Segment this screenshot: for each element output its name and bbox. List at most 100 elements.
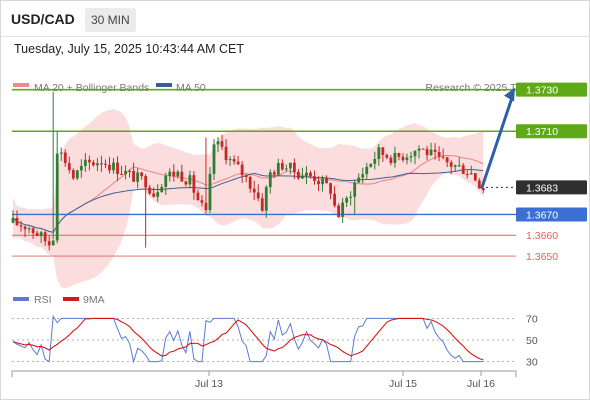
candle-body: [341, 202, 345, 217]
candle-body: [176, 171, 180, 177]
candle-body: [280, 162, 284, 170]
candle-body: [168, 171, 172, 176]
candle-body: [284, 168, 288, 170]
candle-body: [413, 150, 417, 157]
candle-body: [457, 165, 461, 167]
candle-body: [87, 159, 91, 163]
candle-body: [216, 141, 220, 145]
candle-body: [79, 165, 83, 171]
candle-body: [429, 149, 433, 156]
candle-body: [59, 152, 63, 154]
price-level-label-1.3660: 1.3660: [526, 230, 558, 242]
rsi-tick-30: 30: [526, 357, 538, 369]
candle-body: [240, 164, 244, 176]
candle-body: [172, 171, 176, 177]
price-level-label-1.3670: 1.3670: [526, 209, 558, 221]
candle-body: [220, 141, 224, 147]
candle-body: [136, 172, 140, 182]
candle-body: [156, 192, 160, 197]
rsi-legend-swatch: [13, 297, 29, 301]
candle-body: [63, 152, 67, 164]
candle-body: [437, 151, 441, 157]
ma20-legend-swatch: [13, 83, 29, 87]
time-axis: Jul 13 Jul 15 Jul 16: [11, 370, 517, 390]
candle-body: [124, 170, 127, 175]
candle-body: [329, 183, 332, 194]
chart-header: USD/CAD 30 MIN: [1, 1, 589, 37]
candle-body: [309, 172, 312, 177]
candle-body: [405, 157, 409, 161]
candle-body: [96, 163, 99, 166]
candle-body: [272, 172, 276, 175]
projection-arrow-shaft: [480, 96, 514, 189]
candle-body: [188, 175, 192, 185]
candle-body: [361, 174, 365, 178]
bollinger-bands: [13, 109, 484, 289]
candle-body: [268, 172, 272, 188]
candle-body: [409, 156, 413, 158]
candle-body: [55, 153, 59, 241]
candle-body: [393, 152, 397, 163]
candle-body: [248, 177, 252, 189]
candle-body: [365, 166, 369, 175]
ma20-legend-label: MA 20 + Bollinger Bands: [34, 82, 149, 94]
candle-body: [208, 173, 212, 210]
ma50-line: [12, 169, 484, 233]
candle-body: [473, 173, 477, 181]
rsi-line: [12, 314, 484, 364]
candle-body: [373, 159, 377, 164]
candle-body: [152, 193, 156, 197]
candle-body: [453, 165, 457, 167]
candle-body: [212, 144, 216, 174]
candle-body: [35, 232, 39, 237]
candle-body: [353, 182, 357, 197]
candle-body: [104, 163, 107, 165]
candle-body: [417, 148, 421, 151]
candle-body: [445, 157, 449, 163]
timeframe-button[interactable]: 30 MIN: [85, 8, 136, 32]
candle-body: [337, 205, 341, 217]
candle-body: [313, 176, 316, 181]
candle-body: [100, 163, 103, 165]
candle-body: [369, 163, 373, 167]
rsi-ma-line: [12, 317, 484, 361]
candle-body: [160, 186, 164, 193]
candle-body: [83, 159, 87, 166]
projection-arrow-head: [504, 87, 515, 102]
candle-body: [301, 175, 304, 179]
moving-average-lines: [12, 155, 484, 233]
candle-body: [47, 241, 51, 246]
candle-body: [228, 159, 232, 161]
candle-body: [425, 149, 429, 156]
price-level-label-1.3650: 1.3650: [526, 251, 558, 263]
price-level-label-1.3710: 1.3710: [526, 126, 558, 138]
candle-body: [27, 228, 31, 230]
candle-body: [293, 162, 296, 172]
candle-body: [288, 162, 292, 169]
candle-body: [39, 232, 43, 237]
candle-body: [192, 175, 196, 193]
candle-body: [449, 162, 453, 167]
bollinger-band-fill: [13, 109, 484, 289]
candle-body: [389, 157, 393, 163]
candle-body: [184, 181, 188, 185]
candle-body: [264, 187, 268, 211]
x-tick-group: Jul 13 Jul 15 Jul 16: [195, 371, 495, 390]
candle-body: [51, 240, 55, 246]
candle-body: [23, 226, 27, 230]
candle-body: [305, 172, 308, 176]
candlesticks: [11, 91, 485, 251]
price-level-label-1.3730: 1.3730: [526, 85, 558, 97]
candle-body: [75, 170, 79, 179]
price-level-label-1.3683: 1.3683: [526, 182, 558, 194]
main-price-panel: MA 20 + Bollinger Bands MA 50 Research ©…: [11, 82, 587, 289]
candle-body: [321, 178, 324, 185]
candle-body: [317, 180, 320, 185]
price-level-labels: 1.3730 1.3710 1.3683 1.3670 1.3660 1.3650: [516, 82, 587, 263]
candle-body: [236, 161, 240, 165]
candle-body: [144, 176, 148, 188]
candle-body: [232, 159, 236, 162]
candle-body: [71, 170, 75, 179]
candle-body: [381, 147, 385, 155]
candle-body: [148, 187, 152, 194]
